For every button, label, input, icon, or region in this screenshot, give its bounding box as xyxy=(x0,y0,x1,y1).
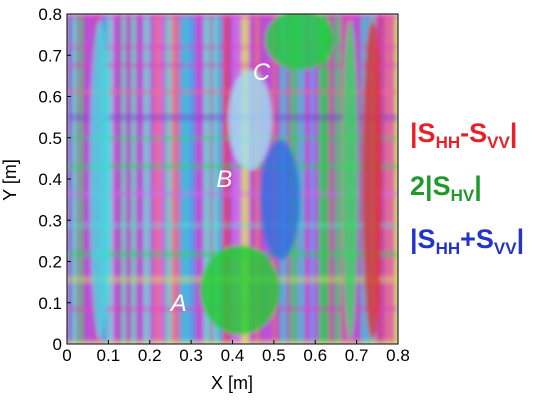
x-tick-label: 0 xyxy=(62,346,71,365)
image-stripe xyxy=(165,14,175,344)
image-stripe xyxy=(71,14,77,344)
image-stripe xyxy=(248,14,253,344)
image-stripe xyxy=(111,14,116,344)
image-stripe xyxy=(179,14,188,344)
legend-text: | xyxy=(517,224,525,254)
y-tick-label: 0 xyxy=(53,335,62,354)
image-blob xyxy=(90,20,110,340)
x-tick-label: 0.1 xyxy=(97,346,121,365)
image-band xyxy=(67,63,398,68)
image-stripe xyxy=(297,14,305,344)
image-stripe xyxy=(143,14,154,344)
image-blob xyxy=(228,70,272,170)
legend-text: | xyxy=(510,118,518,148)
image-stripe xyxy=(394,14,398,344)
x-tick-label: 0.5 xyxy=(262,346,286,365)
y-tick-label: 0.2 xyxy=(38,253,62,272)
image-stripe xyxy=(310,14,315,344)
image-stripe xyxy=(138,14,147,344)
legend-subscript: HH xyxy=(436,239,461,258)
x-axis-label: X [m] xyxy=(211,373,253,393)
image-stripe xyxy=(184,14,192,344)
image-stripe xyxy=(318,14,327,344)
y-tick-label: 0.7 xyxy=(38,46,62,65)
image-blob xyxy=(200,245,280,335)
image-stripe xyxy=(160,14,164,344)
image-stripe xyxy=(78,14,83,344)
image-band xyxy=(67,223,398,228)
legend-text: -S xyxy=(460,118,487,148)
image-stripe xyxy=(203,14,211,344)
image-stripe xyxy=(223,14,229,344)
image-stripe xyxy=(218,14,224,344)
annotation: B xyxy=(216,166,232,193)
y-tick-label: 0.5 xyxy=(38,129,62,148)
image-stripe xyxy=(131,14,136,344)
legend-entry: 2|SHV| xyxy=(410,171,482,205)
image-blob xyxy=(342,20,358,340)
legend-text: |S xyxy=(410,224,436,254)
x-tick-label: 0.8 xyxy=(386,346,410,365)
image-stripe xyxy=(328,14,333,344)
x-tick-label: 0.4 xyxy=(221,346,245,365)
legend-subscript: VV xyxy=(494,239,517,258)
image-stripe xyxy=(171,14,179,344)
image-band xyxy=(67,163,398,169)
image-stripe xyxy=(232,14,243,344)
legend-text: |S xyxy=(410,118,436,148)
image-blob xyxy=(260,140,300,260)
y-tick-label: 0.4 xyxy=(38,170,62,189)
annotation: A xyxy=(169,290,187,317)
image-stripe xyxy=(384,14,393,344)
image-band xyxy=(67,45,398,49)
legend-subscript: HV xyxy=(451,186,475,205)
pauli-image xyxy=(67,14,398,344)
image-stripe xyxy=(241,14,250,344)
image-stripe xyxy=(197,14,207,344)
legend-entry: |SHH+SVV| xyxy=(410,224,524,258)
image-stripe xyxy=(212,14,219,344)
y-tick-label: 0.1 xyxy=(38,294,62,313)
image-band xyxy=(67,14,398,19)
legend-subscript: VV xyxy=(487,133,510,152)
legend-text: | xyxy=(474,171,482,201)
y-tick-label: 0.6 xyxy=(38,88,62,107)
image-stripe xyxy=(121,14,126,344)
legend-entry: |SHH-SVV| xyxy=(410,118,517,152)
image-band xyxy=(67,191,398,197)
image-stripe xyxy=(149,14,157,344)
image-blob xyxy=(362,20,382,340)
legend-text: +S xyxy=(460,224,494,254)
image-blob xyxy=(265,14,335,70)
annotation: C xyxy=(253,59,271,86)
y-tick-label: 0.3 xyxy=(38,211,62,230)
image-stripe xyxy=(254,14,260,344)
x-tick-label: 0.6 xyxy=(303,346,327,365)
image-stripe xyxy=(154,14,163,344)
image-stripe xyxy=(189,14,196,344)
y-tick-label: 0.8 xyxy=(38,5,62,24)
image-stripe xyxy=(86,14,93,344)
image-stripe xyxy=(335,14,345,344)
image-stripe xyxy=(106,14,114,344)
legend-subscript: HH xyxy=(436,133,461,152)
x-tick-label: 0.7 xyxy=(345,346,369,365)
x-tick-label: 0.3 xyxy=(179,346,203,365)
x-tick-label: 0.2 xyxy=(138,346,162,365)
y-axis-label: Y [m] xyxy=(0,159,20,201)
legend-text: 2|S xyxy=(410,171,451,201)
